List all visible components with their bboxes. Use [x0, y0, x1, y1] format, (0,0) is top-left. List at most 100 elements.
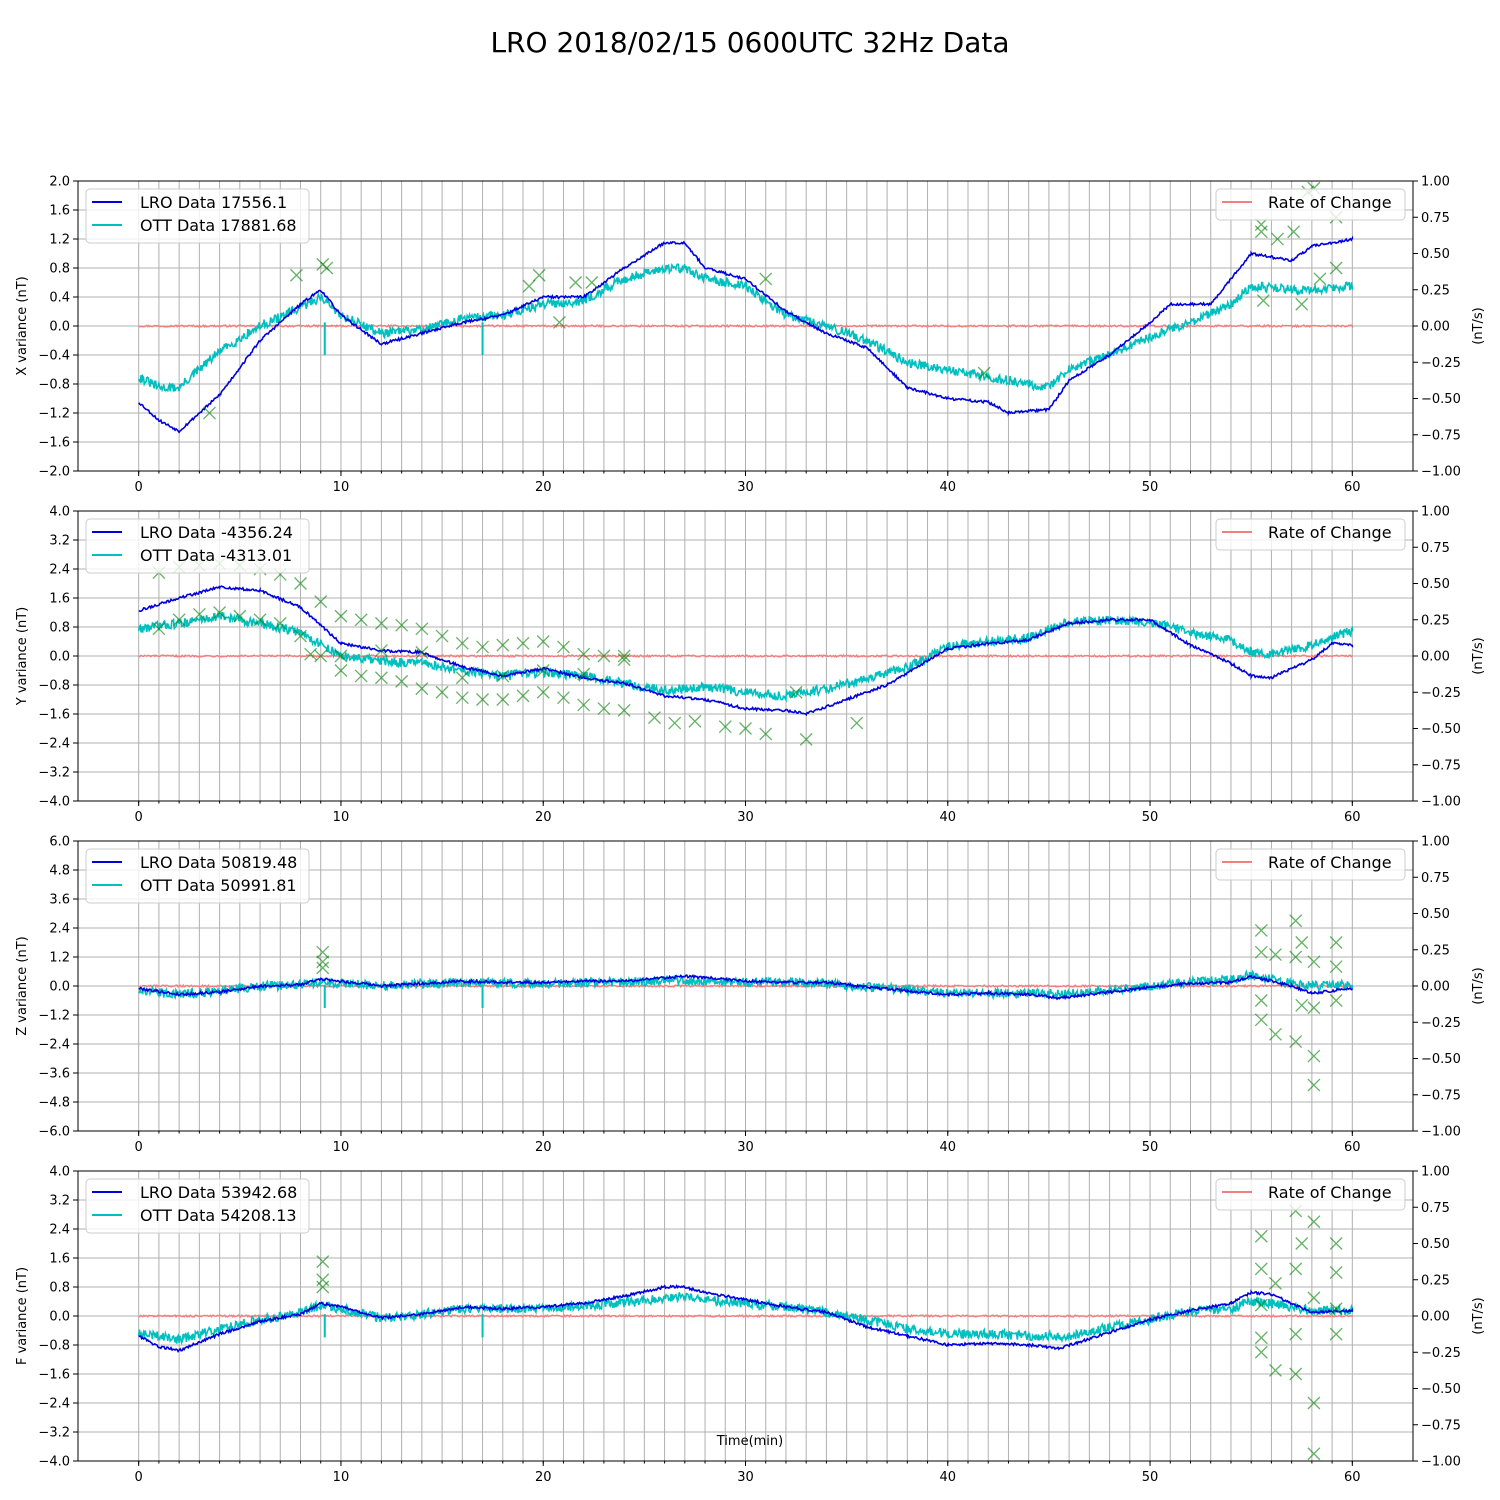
y2-axis-label: (nT/s)	[1471, 637, 1486, 674]
cross-marker	[597, 649, 611, 663]
panels-group: 0 10 20 30 40 50 60 −2.0 −1.6 −1.2 −0.8 −0.4 0.0 0.4 0…	[15, 175, 1486, 1486]
y-tick-label: 0.8	[49, 621, 70, 636]
cross-marker	[1295, 998, 1309, 1012]
x-tick-label: 10	[333, 1470, 350, 1485]
y2-tick-label: −0.50	[1421, 722, 1461, 737]
y2-tick-label: 0.25	[1421, 1273, 1450, 1288]
cross-marker	[569, 276, 583, 289]
cross-marker	[1329, 1237, 1343, 1250]
y2-tick-label: −0.75	[1421, 758, 1461, 773]
y-tick-label: 2.4	[49, 1223, 70, 1238]
legend-label: Rate of Change	[1268, 193, 1392, 212]
y2-tick-label: 0.75	[1421, 541, 1450, 556]
cross-marker	[617, 653, 631, 667]
cross-marker	[1254, 923, 1268, 937]
y2-tick-label: 0.00	[1421, 320, 1450, 335]
y-tick-label: 4.8	[49, 864, 70, 879]
y2-tick-label: −0.25	[1421, 1346, 1461, 1361]
x-tick-label: 20	[535, 1140, 552, 1155]
legend-left-box	[85, 188, 310, 244]
y-tick-label: 4.0	[49, 1165, 70, 1180]
y-tick-label: −2.4	[38, 737, 70, 752]
cross-marker	[1254, 1345, 1268, 1359]
cross-marker	[1307, 1396, 1321, 1410]
x-tick-label: 10	[333, 480, 350, 495]
cross-marker	[617, 649, 631, 663]
cross-marker	[294, 629, 307, 643]
y-tick-label: 2.4	[49, 922, 70, 937]
cross-marker	[496, 638, 510, 652]
y-tick-label: −2.4	[38, 1038, 70, 1053]
y-axis-label: Z variance (nT)	[15, 936, 30, 1035]
cross-marker	[577, 667, 591, 681]
y2-axis-label: (nT/s)	[1471, 1297, 1486, 1334]
y-tick-label: 3.2	[49, 1194, 70, 1209]
cross-marker	[1254, 1262, 1268, 1276]
y-tick-label: 1.2	[49, 233, 70, 248]
legend-right: Rate of Change	[1215, 1178, 1406, 1211]
x-tick-label: 20	[535, 480, 552, 495]
x-tick-label: 40	[939, 1140, 956, 1155]
cross-marker	[1307, 1215, 1321, 1229]
x-tick-label: 50	[1142, 480, 1159, 495]
y2-tick-label: 0.00	[1421, 980, 1450, 995]
cross-marker	[1307, 1447, 1321, 1461]
cross-marker	[1307, 1078, 1321, 1092]
y-tick-label: −2.4	[38, 1397, 70, 1412]
cross-marker	[233, 609, 247, 623]
y2-tick-label: −0.50	[1421, 1382, 1461, 1397]
cross-marker	[1268, 948, 1282, 962]
x-tick-label: 60	[1344, 480, 1361, 495]
x-tick-label: 30	[737, 1470, 754, 1485]
cross-marker	[718, 720, 732, 734]
cross-marker	[316, 961, 330, 975]
y-tick-label: 1.6	[49, 204, 70, 219]
y2-tick-label: 0.00	[1421, 1310, 1450, 1325]
y-axis-label: Y variance (nT)	[15, 607, 30, 707]
y2-axis-label: (nT/s)	[1471, 307, 1486, 344]
y-tick-label: −1.2	[38, 1009, 70, 1024]
x-tick-label: 60	[1344, 810, 1361, 825]
y-tick-label: 2.0	[49, 175, 70, 190]
panel-4: 0 10 20 30 40 50 60 −4.0 −3.2 −2.4 −1.6 −0.8 0.0 0.8 1…	[15, 1165, 1486, 1486]
x-tick-label: 0	[135, 480, 143, 495]
cross-marker	[1313, 272, 1327, 286]
y-axis-label: X variance (nT)	[15, 276, 30, 375]
cross-marker	[415, 622, 429, 636]
cross-marker	[516, 636, 530, 650]
cross-marker	[759, 272, 773, 286]
cross-marker	[1329, 1302, 1343, 1316]
cross-marker	[172, 613, 186, 627]
cross-marker	[850, 716, 864, 730]
cross-marker	[395, 618, 409, 632]
cross-marker	[799, 732, 813, 746]
panel-1: 0 10 20 30 40 50 60 −2.0 −1.6 −1.2 −0.8 −0.4 0.0 0.4 0…	[15, 175, 1486, 496]
x-tick-label: 10	[333, 810, 350, 825]
ott-data-line	[137, 1292, 1354, 1346]
cross-marker	[1289, 1327, 1303, 1341]
y-axis-label: F variance (nT)	[15, 1267, 30, 1365]
x-tick-label: 10	[333, 1140, 350, 1155]
y-tick-label: 0.0	[49, 1310, 70, 1325]
cross-marker	[1287, 225, 1301, 239]
cross-marker	[374, 644, 388, 658]
cross-marker	[1268, 1363, 1282, 1377]
cross-marker	[789, 685, 803, 699]
legend-right: Rate of Change	[1215, 518, 1406, 551]
legend-right-box	[1215, 518, 1406, 551]
legend-label: OTT Data 54208.13	[140, 1206, 297, 1225]
y2-tick-label: −0.75	[1421, 428, 1461, 443]
y2-tick-label: 0.00	[1421, 650, 1450, 665]
legend-left-box	[85, 518, 310, 574]
x-tick-label: 40	[939, 810, 956, 825]
y-tick-label: −0.8	[38, 679, 70, 694]
cross-marker	[759, 727, 773, 741]
cross-marker	[577, 698, 591, 712]
cross-marker	[1254, 225, 1268, 239]
cross-marker	[1254, 994, 1268, 1007]
cross-marker	[1295, 936, 1309, 949]
y-tick-label: 0.0	[49, 320, 70, 335]
cross-marker	[273, 616, 287, 630]
cross-marker	[688, 714, 702, 728]
